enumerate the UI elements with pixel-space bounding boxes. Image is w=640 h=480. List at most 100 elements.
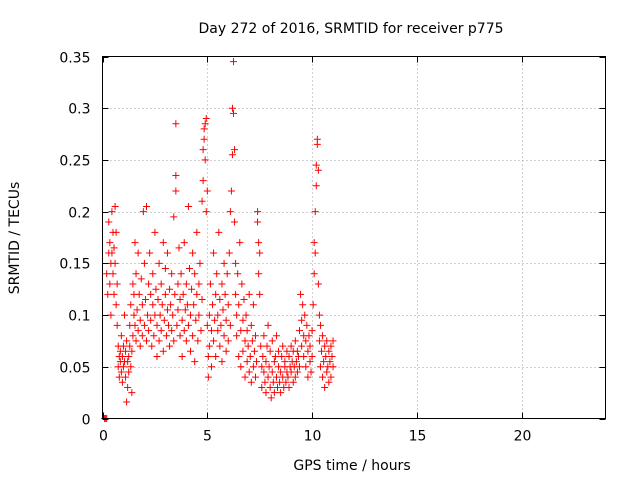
data-point xyxy=(175,244,183,252)
data-point xyxy=(184,321,192,329)
data-point xyxy=(224,337,232,345)
data-point xyxy=(304,347,312,355)
data-point xyxy=(173,321,181,329)
data-point xyxy=(126,342,134,350)
data-point xyxy=(323,368,331,376)
data-point xyxy=(151,228,159,236)
data-point xyxy=(197,327,205,335)
data-point xyxy=(183,301,191,309)
data-point xyxy=(117,332,125,340)
data-point xyxy=(113,321,121,329)
data-point xyxy=(297,290,305,298)
data-point xyxy=(194,337,202,345)
data-point xyxy=(209,301,217,309)
data-point xyxy=(254,208,262,216)
data-point xyxy=(247,321,255,329)
data-point xyxy=(153,321,161,329)
data-point xyxy=(306,342,314,350)
x-axis-label: GPS time / hours xyxy=(293,458,410,474)
data-point xyxy=(131,239,139,247)
data-point xyxy=(193,228,201,236)
data-point xyxy=(191,270,199,278)
data-point xyxy=(316,321,324,329)
data-point xyxy=(293,347,301,355)
data-point xyxy=(310,239,318,247)
data-point xyxy=(146,249,154,257)
data-point xyxy=(180,327,188,335)
data-point xyxy=(180,239,188,247)
data-point xyxy=(256,249,264,257)
data-point xyxy=(260,368,268,376)
data-point xyxy=(168,270,176,278)
data-point xyxy=(235,301,243,309)
data-point xyxy=(231,146,239,154)
data-point xyxy=(204,352,212,360)
data-point xyxy=(281,358,289,366)
data-point xyxy=(251,332,259,340)
data-point xyxy=(251,373,259,381)
data-point xyxy=(122,347,130,355)
data-point xyxy=(177,270,185,278)
data-point xyxy=(148,342,156,350)
data-point xyxy=(225,249,233,257)
data-point xyxy=(219,306,227,314)
data-point xyxy=(171,290,179,298)
data-point xyxy=(299,301,307,309)
data-point xyxy=(200,125,208,133)
data-point xyxy=(218,280,226,288)
data-point xyxy=(314,280,322,288)
data-point xyxy=(217,321,225,329)
data-point xyxy=(202,208,210,216)
data-point xyxy=(206,280,214,288)
data-point xyxy=(138,301,146,309)
data-point xyxy=(272,373,280,381)
data-point xyxy=(266,383,274,391)
data-point xyxy=(210,249,218,257)
data-point xyxy=(108,208,116,216)
data-point xyxy=(138,332,146,340)
data-point xyxy=(199,177,207,185)
data-point xyxy=(285,352,293,360)
data-point xyxy=(289,378,297,386)
data-point xyxy=(110,290,118,298)
data-point xyxy=(228,151,236,159)
data-point xyxy=(318,347,326,355)
data-point xyxy=(182,337,190,345)
chart-title: Day 272 of 2016, SRMTID for receiver p77… xyxy=(198,21,503,37)
data-point xyxy=(105,218,113,226)
data-point xyxy=(169,311,177,319)
data-point xyxy=(152,285,160,293)
data-point xyxy=(176,332,184,340)
data-point xyxy=(170,213,178,221)
data-point xyxy=(143,337,151,345)
x-tick-label: 5 xyxy=(203,429,212,445)
data-point xyxy=(188,285,196,293)
data-point xyxy=(163,306,171,314)
data-point xyxy=(235,352,243,360)
data-point xyxy=(237,363,245,371)
data-point xyxy=(258,363,266,371)
data-point xyxy=(243,327,251,335)
data-point xyxy=(124,383,132,391)
data-point xyxy=(325,378,333,386)
data-point xyxy=(308,352,316,360)
data-point xyxy=(198,296,206,304)
data-point xyxy=(220,259,228,267)
data-point xyxy=(256,290,264,298)
data-point xyxy=(123,337,131,345)
data-point xyxy=(321,383,329,391)
data-point xyxy=(143,202,151,210)
data-point xyxy=(270,358,278,366)
data-point xyxy=(306,358,314,366)
data-point xyxy=(327,342,335,350)
data-point xyxy=(255,239,263,247)
data-point xyxy=(223,270,231,278)
data-point xyxy=(228,104,236,112)
data-point xyxy=(257,342,265,350)
data-point xyxy=(124,358,132,366)
x-tick-label: 10 xyxy=(304,429,322,445)
data-point xyxy=(109,270,117,278)
data-point xyxy=(154,296,162,304)
data-point xyxy=(277,389,285,397)
data-point xyxy=(123,398,131,406)
